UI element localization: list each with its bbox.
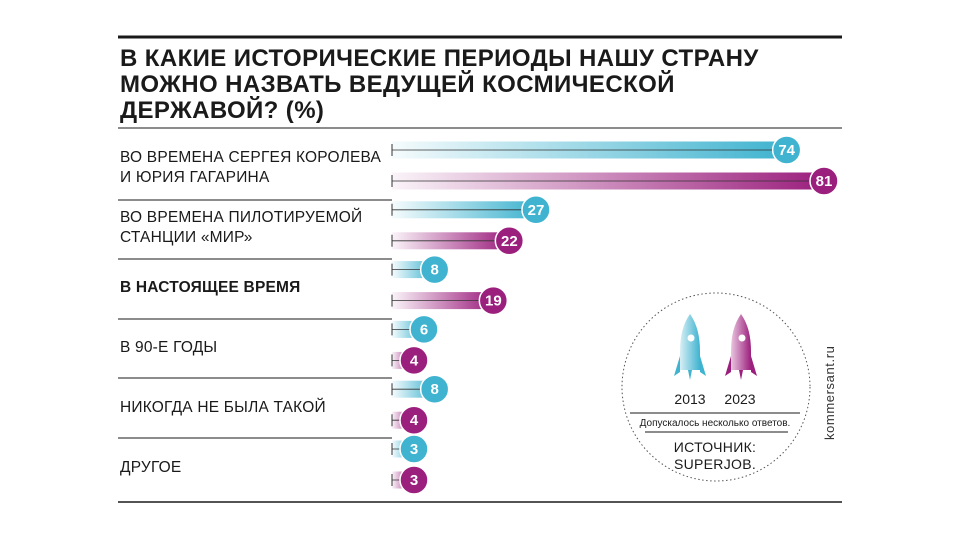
legend: 2013 2023 Допускалось несколько ответов.… — [621, 292, 811, 482]
group-separators — [118, 199, 392, 439]
value-label-2013-0: 74 — [778, 142, 795, 159]
value-label-2013-3: 6 — [420, 321, 428, 338]
value-bubble-2013-0 — [771, 135, 802, 165]
value-label-2023-2: 19 — [485, 293, 502, 310]
legend-circle — [621, 292, 811, 482]
bar-group-2013-3: 6 — [391, 314, 439, 345]
category-labels: ВО ВРЕМЕНА СЕРГЕЯ КОРОЛЕВА И ЮРИЯ ГАГАРИ… — [120, 149, 382, 476]
bar-group-2013-1: 27 — [391, 195, 551, 225]
value-bubble-2013-4 — [419, 374, 450, 404]
value-bubble-2023-3 — [399, 345, 429, 376]
title-line-2: МОЖНО НАЗВАТЬ ВЕДУЩЕЙ КОСМИЧЕСКОЙ — [120, 70, 675, 98]
value-label-2013-5: 3 — [410, 441, 418, 458]
category-label-0-line-1: ВО ВРЕМЕНА СЕРГЕЯ КОРОЛЕВА — [120, 149, 382, 166]
value-label-2023-5: 3 — [410, 472, 418, 489]
category-label-4: НИКОГДА НЕ БЫЛА ТАКОЙ — [120, 398, 326, 416]
value-label-2023-1: 22 — [501, 233, 518, 250]
value-bubble-2013-1 — [521, 195, 551, 225]
value-bubble-2013-5 — [399, 434, 429, 464]
source-line-2: SUPERJOB. — [674, 456, 756, 472]
bar-group-2023-0: 81 — [391, 166, 839, 196]
category-label-3: В 90-Е ГОДЫ — [120, 339, 217, 356]
value-label-2013-2: 8 — [430, 262, 438, 279]
bar-group-2013-4: 8 — [391, 374, 450, 404]
category-label-2: В НАСТОЯЩЕЕ ВРЕМЯ — [120, 279, 301, 296]
legend-note: Допускалось несколько ответов. — [640, 418, 791, 429]
bar-group-2013-0: 74 — [391, 135, 802, 165]
category-label-1-line-1: ВО ВРЕМЕНА ПИЛОТИРУЕМОЙ — [120, 208, 362, 226]
legend-year-2023: 2023 — [724, 391, 755, 407]
rocket-icon-2013 — [674, 314, 706, 380]
rocket-icon-2023 — [725, 314, 757, 380]
value-bubble-2023-1 — [494, 226, 525, 256]
bar-group-2023-1: 22 — [391, 226, 525, 256]
brand-watermark: kommersant.ru — [822, 346, 837, 441]
bar-group-2023-2: 19 — [391, 285, 509, 316]
value-label-2013-1: 27 — [528, 202, 545, 219]
category-label-1-line-2: СТАНЦИИ «МИР» — [120, 229, 253, 246]
value-bubble-2013-2 — [419, 254, 450, 285]
value-bubble-2013-3 — [409, 314, 439, 345]
bar-group-2023-3: 4 — [391, 345, 429, 376]
bar-group-2023-5: 3 — [391, 465, 429, 495]
value-label-2023-0: 81 — [816, 173, 833, 190]
value-label-2023-4: 4 — [410, 412, 419, 429]
source-line-1: ИСТОЧНИК: — [674, 439, 756, 455]
value-bubble-2023-4 — [399, 405, 429, 435]
bar-group-2023-4: 4 — [391, 405, 429, 435]
category-label-5: ДРУГОЕ — [120, 459, 181, 476]
value-bubble-2023-2 — [478, 285, 509, 316]
bar-group-2013-5: 3 — [391, 434, 429, 464]
title-line-3: ДЕРЖАВОЙ? (%) — [120, 96, 324, 124]
legend-year-2013: 2013 — [674, 391, 705, 407]
bar-group-2013-2: 8 — [391, 254, 450, 285]
value-bubble-2023-5 — [399, 465, 429, 495]
value-label-2023-3: 4 — [410, 352, 419, 369]
value-label-2013-4: 8 — [430, 381, 438, 398]
title-line-1: В КАКИЕ ИСТОРИЧЕСКИЕ ПЕРИОДЫ НАШУ СТРАНУ — [120, 45, 759, 72]
value-bubble-2023-0 — [809, 166, 839, 196]
chart-title: В КАКИЕ ИСТОРИЧЕСКИЕ ПЕРИОДЫ НАШУ СТРАНУ… — [120, 45, 759, 124]
category-label-0-line-2: И ЮРИЯ ГАГАРИНА — [120, 169, 270, 186]
